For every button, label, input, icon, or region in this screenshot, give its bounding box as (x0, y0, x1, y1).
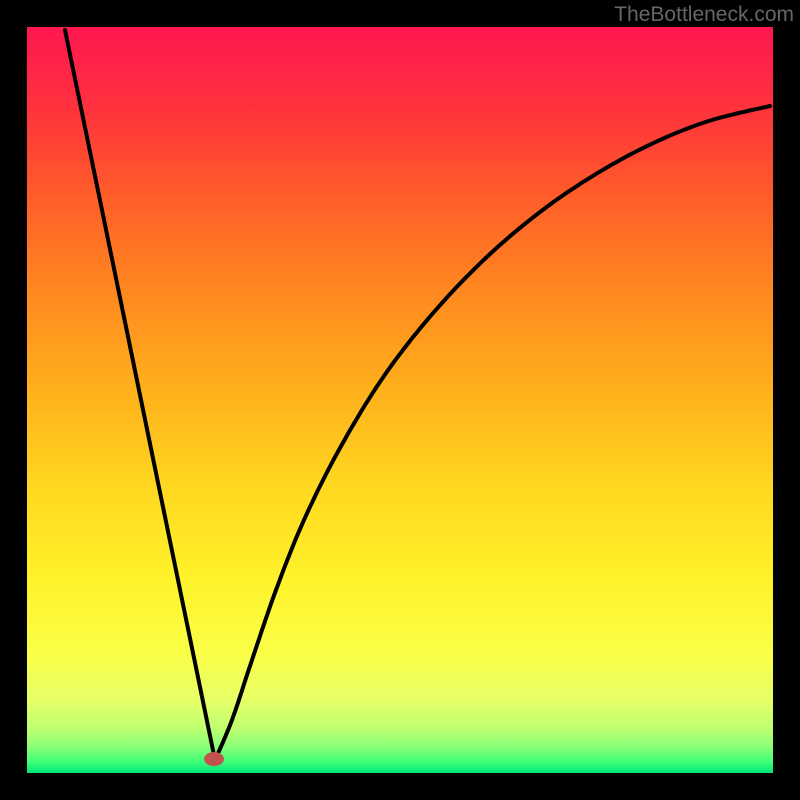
bottleneck-chart: TheBottleneck.com (0, 0, 800, 800)
chart-svg (0, 0, 800, 800)
watermark-text: TheBottleneck.com (614, 3, 794, 27)
optimal-point-marker (204, 752, 224, 766)
